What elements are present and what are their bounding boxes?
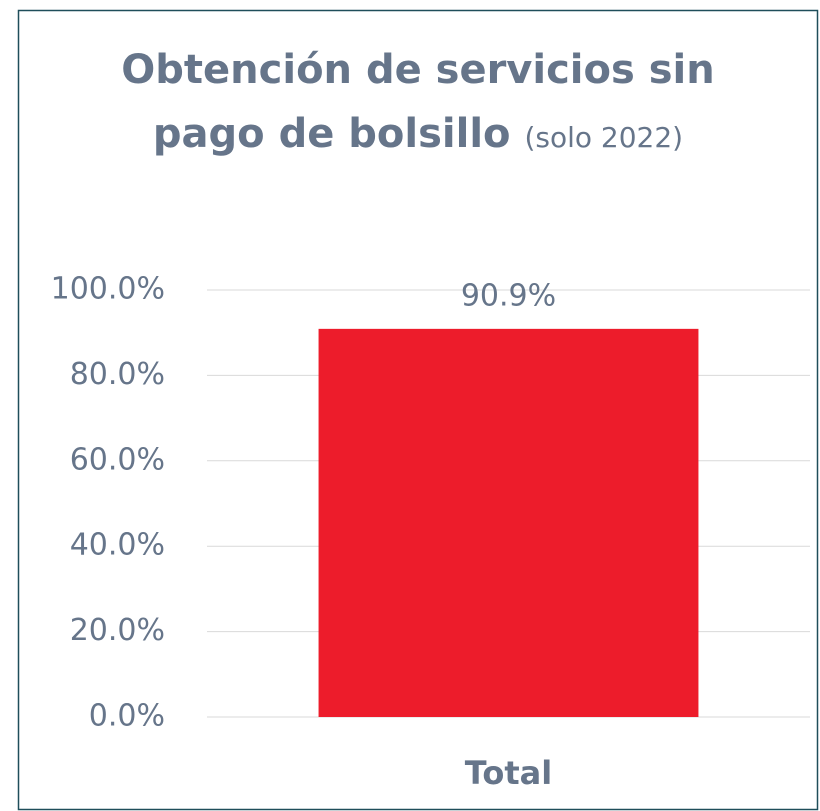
y-tick-label: 40.0% <box>70 528 165 563</box>
chart-title-block: Obtención de servicios sin pago de bolsi… <box>118 38 718 170</box>
y-tick-label: 100.0% <box>51 272 165 307</box>
y-tick-label: 0.0% <box>89 699 165 734</box>
y-tick-label: 60.0% <box>70 442 165 477</box>
data-label: 90.9% <box>461 278 556 313</box>
chart-border <box>17 9 819 811</box>
chart-title: Obtención de servicios sin pago de bolsi… <box>121 47 715 157</box>
x-tick-label: Total <box>465 754 552 792</box>
bar <box>318 328 699 717</box>
y-tick-label: 20.0% <box>70 613 165 648</box>
chart-subtitle: (solo 2022) <box>524 121 684 154</box>
y-tick-label: 80.0% <box>70 357 165 392</box>
